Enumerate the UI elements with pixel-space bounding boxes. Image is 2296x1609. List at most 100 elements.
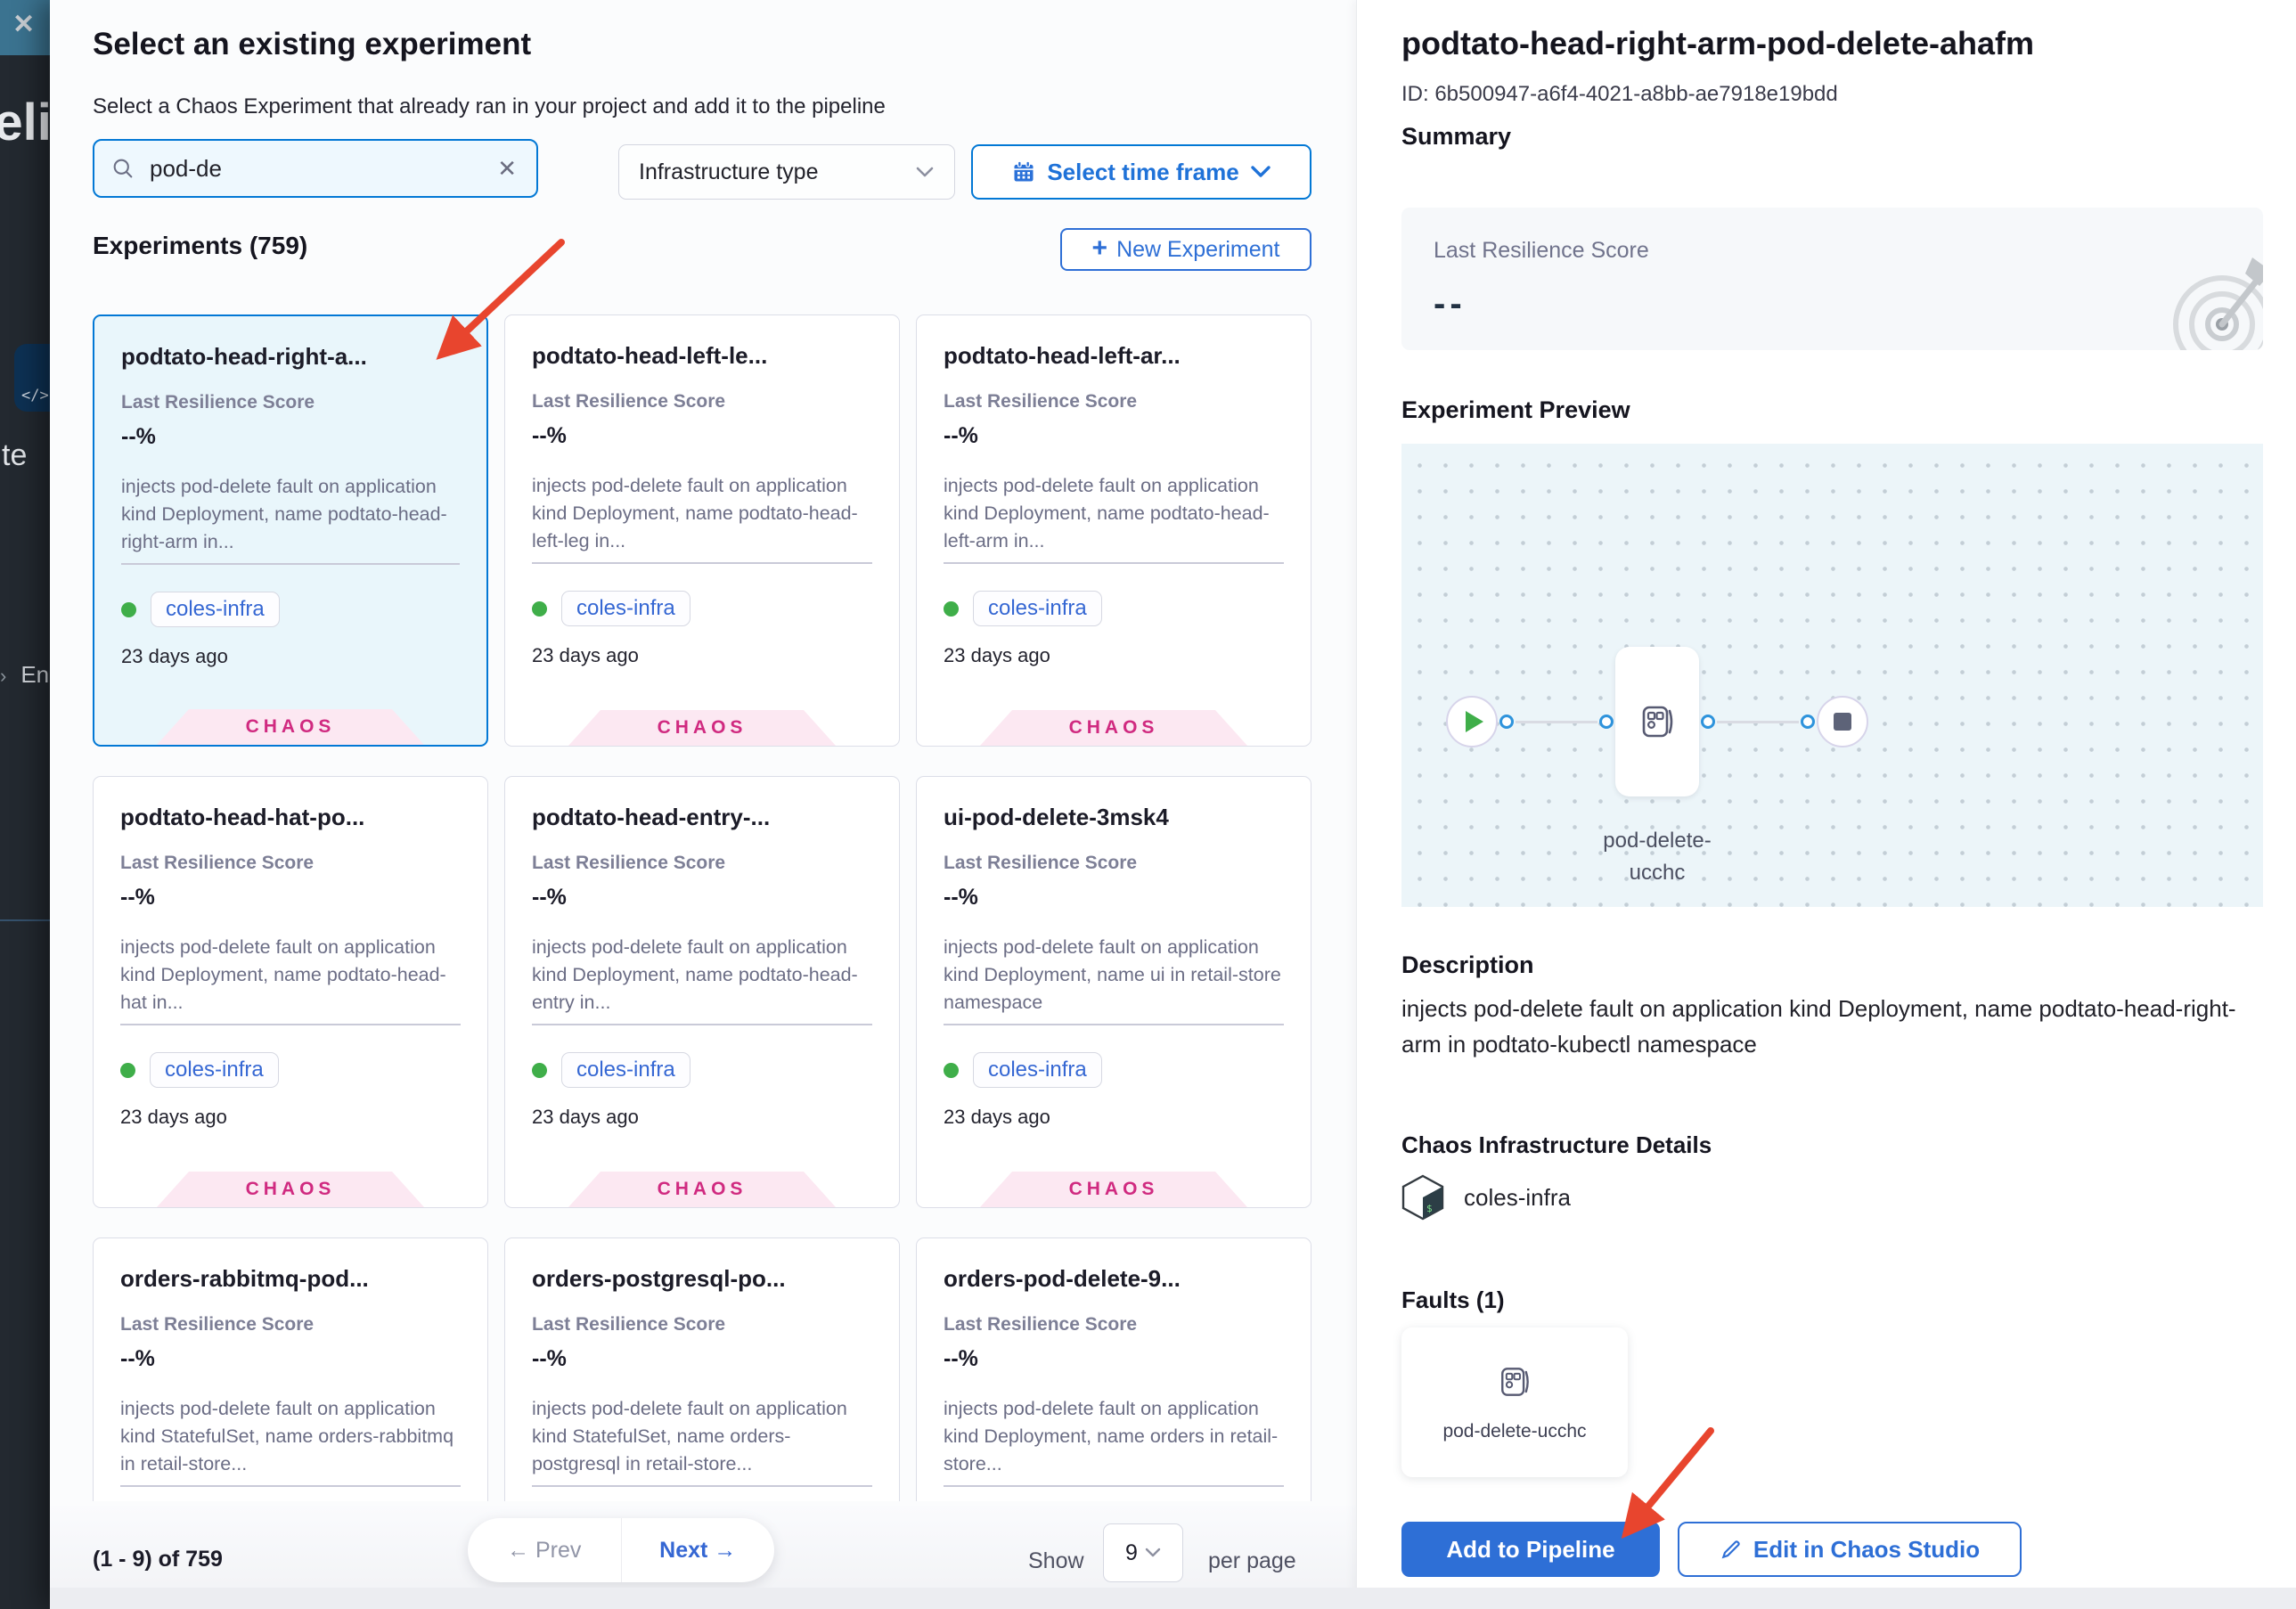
action-buttons: Add to Pipeline Edit in Chaos Studio bbox=[1401, 1522, 2022, 1577]
card-description: injects pod-delete fault on application … bbox=[944, 1395, 1284, 1487]
card-description: injects pod-delete fault on application … bbox=[120, 1395, 461, 1487]
search-clear-icon[interactable]: ✕ bbox=[494, 155, 520, 183]
infra-tag[interactable]: coles-infra bbox=[973, 1052, 1102, 1088]
resilience-score-value: --% bbox=[532, 1346, 567, 1371]
infrastructure-type-select[interactable]: Infrastructure type bbox=[618, 144, 955, 200]
card-age: 23 days ago bbox=[532, 644, 639, 666]
description-text: injects pod-delete fault on application … bbox=[1401, 995, 2236, 1058]
resilience-score-label: Last Resilience Score bbox=[1434, 238, 1649, 263]
chaos-banner-label: CHAOS bbox=[245, 716, 336, 737]
edit-button-label: Edit in Chaos Studio bbox=[1753, 1535, 1981, 1563]
end-node bbox=[1817, 696, 1868, 747]
infra-tag[interactable]: coles-infra bbox=[150, 1052, 279, 1088]
card-infra-row: coles-infra bbox=[944, 591, 1284, 626]
status-dot bbox=[120, 1062, 135, 1078]
chaos-banner-label: CHAOS bbox=[1068, 717, 1159, 738]
chaos-banner: CHAOS bbox=[568, 1172, 836, 1207]
page-size-select[interactable]: 9 bbox=[1103, 1523, 1183, 1582]
connector-dot bbox=[1499, 715, 1514, 729]
card-title: podtato-head-right-a... bbox=[121, 343, 367, 370]
faults-heading: Faults (1) bbox=[1401, 1286, 1505, 1313]
plus-icon: + bbox=[1091, 233, 1108, 263]
resilience-score-label: Last Resilience Score bbox=[944, 853, 1138, 873]
resilience-score-value: --% bbox=[120, 885, 155, 910]
experiment-card[interactable]: podtato-head-left-ar... Last Resilience … bbox=[916, 314, 1311, 747]
start-node bbox=[1446, 696, 1498, 747]
card-age: 23 days ago bbox=[944, 644, 1050, 666]
connector-line bbox=[1516, 720, 1597, 723]
infra-tag[interactable]: coles-infra bbox=[973, 591, 1102, 626]
resilience-score-label: Last Resilience Score bbox=[120, 853, 315, 873]
experiment-cards-grid: podtato-head-right-a... Last Resilience … bbox=[93, 314, 1311, 1501]
resilience-score-label: Last Resilience Score bbox=[532, 391, 726, 412]
chaos-banner: CHAOS bbox=[157, 709, 424, 745]
code-step-chip: </> bbox=[14, 344, 50, 412]
resilience-score-label: Last Resilience Score bbox=[944, 391, 1138, 412]
connector-dot bbox=[1801, 715, 1815, 729]
underlay-env-fragment: › En bbox=[0, 661, 50, 688]
fault-node[interactable] bbox=[1615, 647, 1699, 796]
card-title: ui-pod-delete-3msk4 bbox=[944, 804, 1169, 830]
bottom-strip bbox=[50, 1588, 2296, 1609]
resilience-score-label: Last Resilience Score bbox=[532, 1314, 726, 1335]
svg-text:$: $ bbox=[1426, 1203, 1433, 1214]
next-page-button[interactable]: Next → bbox=[622, 1518, 775, 1582]
experiment-card[interactable]: podtato-head-entry-... Last Resilience S… bbox=[504, 776, 900, 1208]
experiment-id: ID: 6b500947-a6f4-4021-a8bb-ae7918e19bdd bbox=[1401, 82, 1838, 106]
pager: ← Prev Next → bbox=[468, 1518, 774, 1582]
infra-tag[interactable]: coles-infra bbox=[151, 592, 280, 627]
add-to-pipeline-button[interactable]: Add to Pipeline bbox=[1401, 1522, 1660, 1577]
search-input[interactable] bbox=[148, 153, 494, 184]
experiment-card[interactable]: podtato-head-hat-po... Last Resilience S… bbox=[93, 776, 488, 1208]
card-title: orders-pod-delete-9... bbox=[944, 1265, 1181, 1292]
resilience-score-value: --% bbox=[532, 423, 567, 448]
edit-in-chaos-studio-button[interactable]: Edit in Chaos Studio bbox=[1678, 1522, 2022, 1577]
drawer-close-button[interactable]: ✕ bbox=[0, 0, 50, 55]
resilience-score-value: -- bbox=[1434, 284, 1467, 323]
page-title: Select an existing experiment bbox=[93, 27, 532, 61]
pipeline-row bbox=[1446, 647, 1868, 796]
new-experiment-button[interactable]: + New Experiment bbox=[1060, 228, 1311, 271]
experiment-card[interactable]: podtato-head-left-le... Last Resilience … bbox=[504, 314, 900, 747]
stop-icon bbox=[1834, 713, 1851, 731]
card-description: injects pod-delete fault on application … bbox=[944, 472, 1284, 564]
card-title: orders-rabbitmq-pod... bbox=[120, 1265, 369, 1292]
connector-dot bbox=[1599, 715, 1614, 729]
resilience-score-value: --% bbox=[944, 423, 978, 448]
card-age: 23 days ago bbox=[532, 1106, 639, 1128]
background-page-strip: peli </> te ›En ✕ bbox=[0, 0, 50, 1609]
card-age: 23 days ago bbox=[121, 645, 228, 667]
card-infra-row: coles-infra bbox=[121, 592, 460, 627]
prev-page-button[interactable]: ← Prev bbox=[468, 1518, 622, 1582]
experiment-title: podtato-head-right-arm-pod-delete-ahafm bbox=[1401, 25, 2034, 61]
card-age: 23 days ago bbox=[120, 1106, 227, 1128]
chevron-down-icon bbox=[916, 167, 934, 177]
experiment-card[interactable]: podtato-head-right-a... Last Resilience … bbox=[93, 314, 488, 747]
resilience-score-value: --% bbox=[944, 1346, 978, 1371]
card-title: podtato-head-entry-... bbox=[532, 804, 771, 830]
card-age: 23 days ago bbox=[944, 1106, 1050, 1128]
summary-heading: Summary bbox=[1401, 123, 1512, 150]
experiment-card[interactable]: orders-postgresql-po... Last Resilience … bbox=[504, 1237, 900, 1501]
experiment-card[interactable]: orders-rabbitmq-pod... Last Resilience S… bbox=[93, 1237, 488, 1501]
infrastructure-row: $ coles-infra bbox=[1401, 1174, 1571, 1221]
select-time-frame-label: Select time frame bbox=[1047, 158, 1239, 185]
chaos-banner-label: CHAOS bbox=[657, 1179, 748, 1199]
show-label: Show bbox=[1028, 1548, 1084, 1573]
resilience-score-value: --% bbox=[121, 424, 156, 449]
infra-tag[interactable]: coles-infra bbox=[561, 591, 690, 626]
resilience-score-label: Last Resilience Score bbox=[120, 1314, 315, 1335]
infra-tag[interactable]: coles-infra bbox=[561, 1052, 690, 1088]
select-time-frame-button[interactable]: Select time frame bbox=[971, 144, 1311, 200]
experiment-card[interactable]: orders-pod-delete-9... Last Resilience S… bbox=[916, 1237, 1311, 1501]
experiment-card[interactable]: ui-pod-delete-3msk4 Last Resilience Scor… bbox=[916, 776, 1311, 1208]
fault-node-label: pod-delete- ucchc bbox=[1603, 829, 1712, 885]
page-size-value: 9 bbox=[1125, 1540, 1138, 1565]
fault-card[interactable]: pod-delete-ucchc bbox=[1401, 1327, 1628, 1477]
chaos-banner: CHAOS bbox=[980, 710, 1247, 746]
page-subtitle: Select a Chaos Experiment that already r… bbox=[93, 94, 886, 118]
card-description: injects pod-delete fault on application … bbox=[944, 934, 1284, 1025]
target-dart-icon bbox=[2173, 257, 2263, 350]
card-description: injects pod-delete fault on application … bbox=[532, 472, 872, 564]
infra-cube-icon: $ bbox=[1401, 1174, 1444, 1221]
